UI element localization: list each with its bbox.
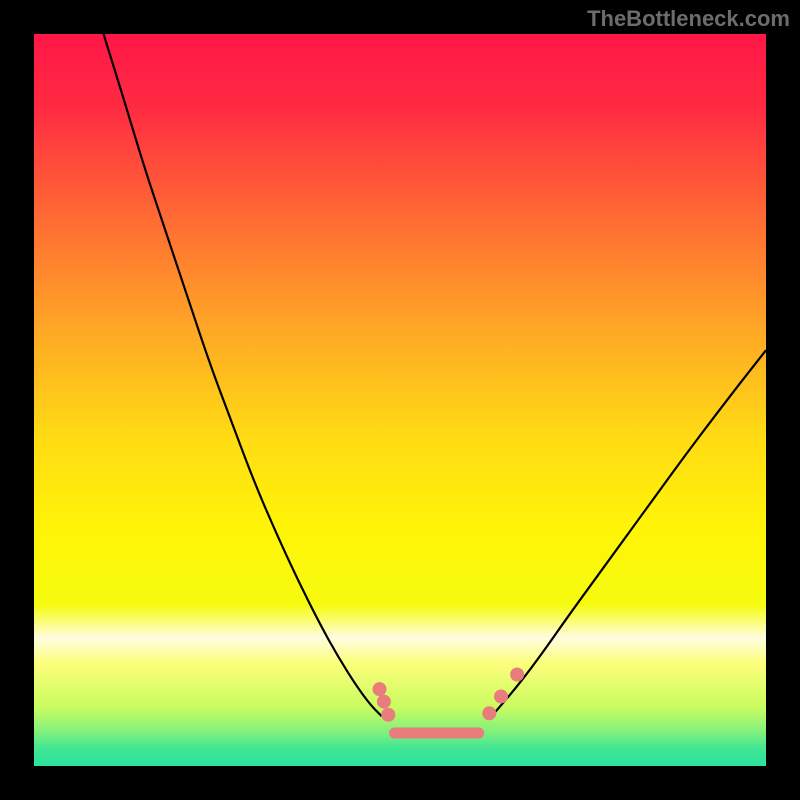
marker-dot bbox=[377, 695, 391, 709]
marker-dot bbox=[510, 668, 524, 682]
plot-area bbox=[34, 34, 766, 766]
marker-dot bbox=[494, 689, 508, 703]
bottleneck-curve-chart bbox=[34, 34, 766, 766]
marker-dot bbox=[381, 708, 395, 722]
gradient-background bbox=[34, 34, 766, 766]
marker-dot bbox=[373, 682, 387, 696]
marker-dot bbox=[482, 706, 496, 720]
floor-band bbox=[389, 728, 484, 739]
attribution-text: TheBottleneck.com bbox=[587, 6, 790, 32]
